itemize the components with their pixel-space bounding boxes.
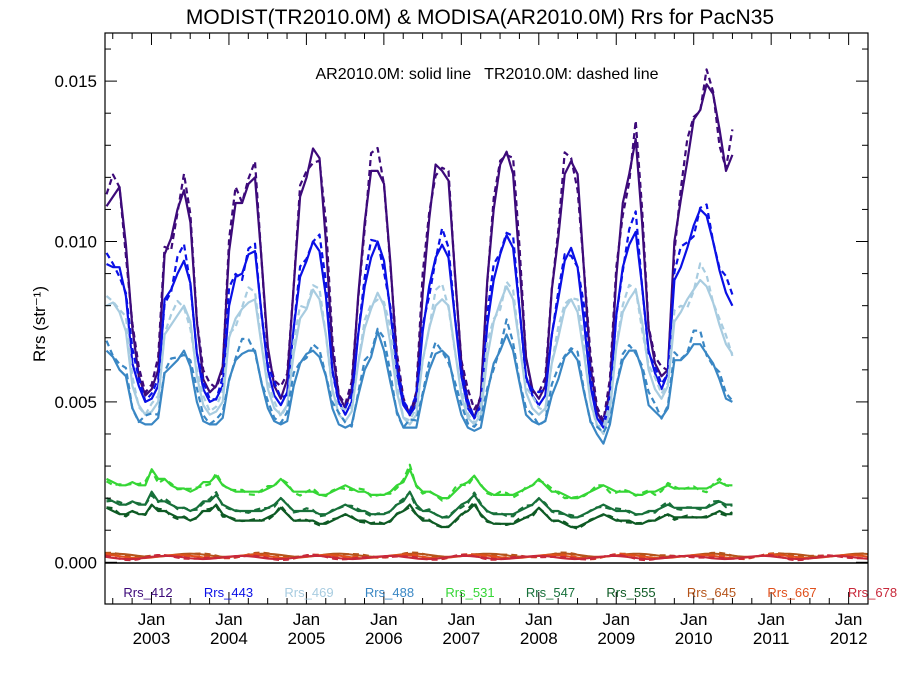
x-tick-month: Jan (603, 610, 630, 629)
series-line-dashed-rrs_488 (105, 318, 734, 434)
y-tick-label: 0.005 (54, 393, 97, 412)
y-tick-label: 0.015 (54, 72, 97, 91)
x-tick-month: Jan (448, 610, 475, 629)
series-line-dashed-rrs_531 (105, 463, 733, 502)
legend-entry-rrs_531: Rrs_531 (445, 585, 494, 600)
legend-entry-rrs_412: Rrs_412 (123, 585, 172, 600)
legend-entry-rrs_547: Rrs_547 (526, 585, 575, 600)
legend-entry-rrs_645: Rrs_645 (687, 585, 736, 600)
x-tick-year: 2011 (753, 629, 790, 648)
x-tick-year: 2007 (442, 629, 480, 648)
x-tick-month: Jan (215, 610, 242, 629)
series-line-dashed-rrs_555 (106, 501, 733, 530)
series-line-solid-rrs_531 (106, 468, 733, 500)
series-line-dashed-rrs_678 (105, 553, 868, 562)
x-tick-year: 2009 (597, 629, 635, 648)
axis-ticks: 0.0000.0050.0100.015Jan2003Jan2004Jan200… (54, 33, 868, 648)
x-tick-year: 2006 (365, 629, 403, 648)
plot-frame (104, 32, 869, 605)
x-tick-month: Jan (138, 610, 165, 629)
legend-entry-rrs_555: Rrs_555 (606, 585, 655, 600)
line-style-annotation: AR2010.0M: solid line TR2010.0M: dashed … (315, 66, 658, 83)
x-tick-month: Jan (835, 610, 862, 629)
x-tick-year: 2004 (210, 629, 248, 648)
x-tick-year: 2012 (830, 629, 868, 648)
y-axis-label: Rrs (str⁻¹) (30, 286, 49, 362)
legend-entry-rrs_443: Rrs_443 (204, 585, 253, 600)
series-line-dashed-rrs_412 (105, 68, 734, 423)
x-tick-year: 2010 (675, 629, 713, 648)
x-tick-year: 2008 (520, 629, 558, 648)
x-tick-month: Jan (680, 610, 707, 629)
series-line-dashed-rrs_547 (106, 491, 733, 519)
series-line-dashed-rrs_443 (105, 203, 734, 426)
y-tick-label: 0.010 (54, 233, 97, 252)
x-tick-month: Jan (757, 610, 784, 629)
x-tick-year: 2003 (133, 629, 171, 648)
series-layer (105, 68, 868, 562)
legend-entry-rrs_667: Rrs_667 (767, 585, 816, 600)
legend: Rrs_412 Rrs_443 Rrs_469 Rrs_488 Rrs_531 Rrs_5… (123, 585, 897, 600)
x-tick-month: Jan (293, 610, 320, 629)
legend-entry-rrs_488: Rrs_488 (365, 585, 414, 600)
legend-entry-rrs_678: Rrs_678 (848, 585, 897, 600)
y-tick-label: 0.000 (54, 553, 97, 572)
x-tick-year: 2005 (287, 629, 325, 648)
legend-entry-rrs_469: Rrs_469 (284, 585, 333, 600)
x-tick-month: Jan (370, 610, 397, 629)
chart-title: MODIST(TR2010.0M) & MODISA(AR2010.0M) Rr… (186, 6, 774, 29)
x-tick-month: Jan (525, 610, 552, 629)
series-line-dashed-rrs_469 (105, 262, 734, 428)
